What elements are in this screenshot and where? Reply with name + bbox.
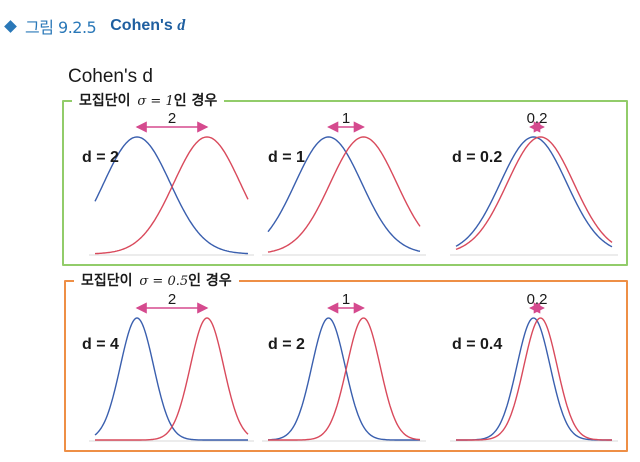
effect-size-label: d = 4 — [82, 336, 119, 353]
panel-sigma-0-5: 모집단이 σ = 0.5인 경우 — [64, 270, 628, 452]
effect-size-label: d = 0.2 — [452, 149, 502, 166]
distribution-curve-red — [456, 317, 612, 441]
distribution-curve-blue — [455, 136, 613, 248]
plot-layer: 2 d = 2 1 d = 1 0.2 d = 0.2 2 d = 4 1 d = 2 0.2 d =… — [82, 110, 618, 442]
distribution-curve-blue — [94, 136, 249, 255]
distribution-curve-blue — [94, 317, 248, 441]
figure-number: 그림 9.2.5 — [25, 18, 97, 37]
figure-title-symbol: d — [177, 17, 186, 34]
panel-legend: 모집단이 σ = 1인 경우 — [72, 90, 225, 113]
legend-suffix: 인 경우 — [188, 273, 232, 289]
mean-difference-label: 0.2 — [527, 291, 548, 308]
figure-title-prefix: Cohen's — [110, 17, 173, 34]
mean-difference-label: 1 — [342, 110, 350, 127]
panel-sigma-1: 모집단이 σ = 1인 경우 — [62, 90, 628, 266]
distribution-curve-red — [95, 317, 249, 441]
effect-size-label: d = 2 — [82, 149, 119, 166]
effect-size-label: d = 2 — [268, 336, 305, 353]
legend-sigma: σ = 0.5 — [139, 274, 189, 289]
figure-header: 그림 9.2.5 Cohen's d — [4, 14, 185, 38]
mean-difference-label: 2 — [168, 291, 176, 308]
effect-size-label: d = 1 — [268, 149, 305, 166]
mean-difference-label: 0.2 — [527, 110, 548, 127]
figure-title: Cohen's d — [110, 17, 185, 35]
distribution-curve-blue — [268, 317, 420, 441]
legend-prefix: 모집단이 — [81, 273, 133, 289]
distribution-curve-blue — [267, 136, 421, 252]
distribution-curve-blue — [456, 317, 612, 441]
mean-difference-label: 1 — [342, 291, 350, 308]
diagram-title: Cohen's d — [68, 66, 153, 87]
distribution-curve-red — [455, 136, 613, 251]
distribution-curve-red — [267, 136, 421, 253]
effect-size-label: d = 0.4 — [452, 336, 502, 353]
mean-difference-label: 2 — [168, 110, 176, 127]
legend-prefix: 모집단이 — [79, 93, 131, 109]
legend-suffix: 인 경우 — [173, 93, 218, 109]
panel-legend: 모집단이 σ = 0.5인 경우 — [74, 270, 239, 293]
distribution-curve-red — [95, 136, 249, 255]
distribution-curve-red — [268, 317, 421, 441]
legend-sigma: σ = 1 — [137, 94, 174, 109]
